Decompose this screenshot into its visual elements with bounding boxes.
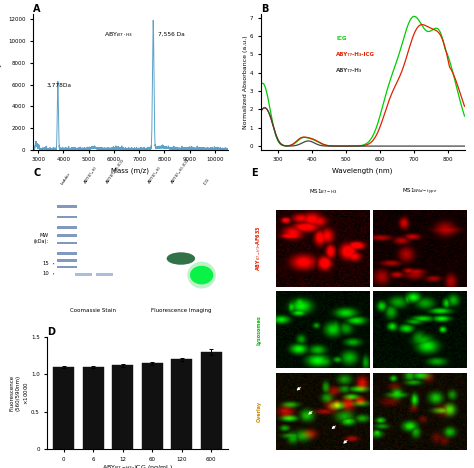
Bar	[112, 366, 133, 449]
Text: MS1$_{Wild-type}$: MS1$_{Wild-type}$	[401, 187, 437, 197]
Bar	[56, 259, 77, 262]
Bar	[96, 273, 113, 276]
Bar	[82, 367, 104, 449]
Text: Fluorescence Imaging: Fluorescence Imaging	[151, 308, 211, 313]
Text: ABY$_{B7-H3}$-ICG: ABY$_{B7-H3}$-ICG	[104, 157, 128, 186]
Text: ABY$_{B7-H3}$-ICG: ABY$_{B7-H3}$-ICG	[169, 157, 192, 186]
Bar	[171, 359, 192, 449]
Bar	[56, 216, 77, 218]
Text: 3,778Da: 3,778Da	[46, 83, 71, 88]
Text: C: C	[33, 168, 40, 178]
Text: 10: 10	[42, 271, 49, 277]
Text: ICG: ICG	[336, 36, 346, 41]
Ellipse shape	[190, 266, 213, 285]
Text: 7,556 Da: 7,556 Da	[158, 32, 185, 37]
Text: Lysosomes: Lysosomes	[256, 315, 261, 344]
Y-axis label: Fluorescence
(560/590nm)
$\times$10000: Fluorescence (560/590nm) $\times$10000	[9, 375, 29, 411]
Bar	[56, 234, 77, 237]
Text: ABY$_{B7-H3}$-AF633: ABY$_{B7-H3}$-AF633	[255, 226, 263, 271]
Text: ABY$_{B7-H3}$: ABY$_{B7-H3}$	[82, 164, 100, 186]
X-axis label: Wavelength (nm): Wavelength (nm)	[332, 168, 393, 175]
Text: E: E	[251, 168, 258, 178]
Bar	[56, 242, 77, 244]
Bar	[56, 265, 77, 268]
Text: A: A	[33, 4, 41, 14]
Text: D: D	[47, 327, 55, 337]
Ellipse shape	[167, 252, 195, 265]
Text: Coomassie Stain: Coomassie Stain	[71, 308, 117, 313]
Text: Overlay: Overlay	[256, 401, 261, 422]
Text: MS1$_{B7-H3}$: MS1$_{B7-H3}$	[309, 187, 337, 196]
Bar	[56, 205, 77, 208]
Text: ABY₇₇-H₃-ICG: ABY₇₇-H₃-ICG	[336, 52, 375, 57]
Bar	[53, 367, 74, 449]
Bar	[56, 226, 77, 229]
Bar	[142, 363, 163, 449]
Ellipse shape	[187, 262, 216, 289]
X-axis label: ABY$_{B7-H3}$-ICG (ng/mL): ABY$_{B7-H3}$-ICG (ng/mL)	[102, 463, 173, 468]
Bar	[201, 352, 222, 449]
X-axis label: Mass (m/z): Mass (m/z)	[111, 168, 149, 175]
Text: ABY₇₇-H₃: ABY₇₇-H₃	[336, 68, 362, 73]
Text: ICG: ICG	[203, 178, 210, 186]
Y-axis label: Normalized Absorbance (a.u.): Normalized Absorbance (a.u.)	[243, 35, 248, 129]
Text: ABY$_{B7-H3}$: ABY$_{B7-H3}$	[146, 164, 164, 186]
Text: MW
(kDa):: MW (kDa):	[34, 233, 49, 244]
Text: Ladder: Ladder	[60, 172, 72, 186]
Text: 15: 15	[42, 261, 49, 266]
Text: B: B	[261, 4, 268, 14]
Y-axis label: % Intensity: % Intensity	[0, 62, 2, 102]
Bar	[56, 252, 77, 255]
Text: ABY$_{B7\cdot H3}$: ABY$_{B7\cdot H3}$	[104, 30, 133, 39]
Bar	[75, 273, 92, 276]
